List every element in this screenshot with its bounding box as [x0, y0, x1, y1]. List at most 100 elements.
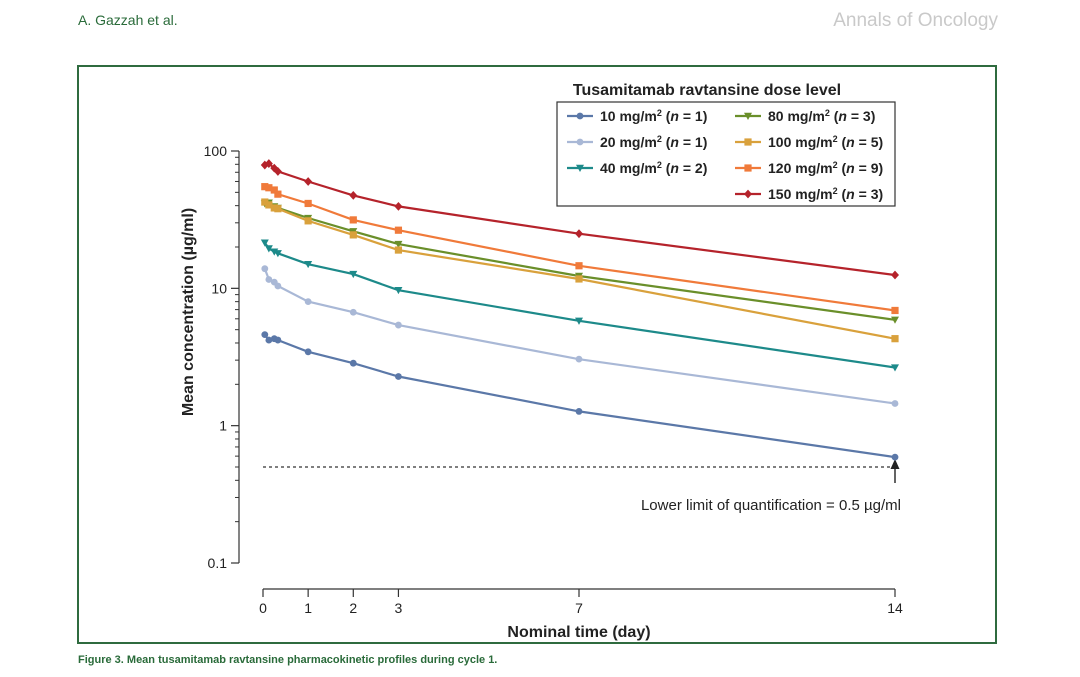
data-point	[891, 364, 899, 372]
legend-swatch-marker	[744, 112, 752, 120]
data-point	[575, 229, 583, 239]
data-point	[575, 355, 583, 363]
legend-label: 40 mg/m2 (n = 2)	[600, 160, 707, 176]
series-line	[264, 185, 896, 312]
data-point	[270, 204, 278, 212]
data-point	[575, 262, 583, 270]
data-point	[274, 282, 282, 290]
legend-item: 10 mg/m2 (n = 1)	[567, 108, 707, 124]
data-point	[274, 190, 282, 198]
data-point	[891, 335, 899, 343]
series-line	[263, 242, 896, 369]
y-axis-label: Mean concentration (µg/ml)	[180, 208, 197, 416]
series-group	[260, 159, 899, 461]
pk-chart: 0.1 1 10 100 0 1 2 3 7 14 Lower limit of quantifi…	[180, 82, 903, 641]
data-point	[265, 201, 273, 209]
x-tick-label: 2	[349, 600, 357, 616]
legend-label: 120 mg/m2 (n = 9)	[768, 160, 883, 176]
figure-caption: Figure 3. Mean tusamitamab ravtansine ph…	[78, 654, 497, 666]
data-point	[304, 177, 313, 186]
series-5	[261, 198, 899, 343]
data-point	[260, 160, 269, 170]
data-point	[891, 400, 899, 407]
y-tick-label: 10	[211, 280, 227, 296]
legend-label: 20 mg/m2 (n = 1)	[600, 134, 707, 150]
legend-swatch-marker	[576, 164, 584, 172]
data-point	[394, 226, 403, 234]
lloq-label: Lower limit of quantification = 0.5 µg/m…	[641, 497, 901, 514]
caption-text: Mean tusamitamab ravtansine pharmacokine…	[126, 654, 498, 666]
data-point	[891, 306, 899, 315]
data-point	[261, 331, 269, 339]
y-tick-label: 1	[219, 418, 227, 434]
y-tick-label: 0.1	[208, 555, 228, 571]
data-point	[304, 217, 312, 225]
series-1	[261, 331, 899, 461]
data-point	[264, 245, 273, 253]
data-point	[395, 373, 402, 380]
x-tick-label: 14	[887, 600, 903, 616]
data-point	[575, 408, 583, 415]
lloq-reference: Lower limit of quantification = 0.5 µg/m…	[263, 459, 901, 514]
data-point	[261, 183, 269, 191]
data-point	[304, 199, 312, 208]
x-tick-label: 7	[575, 600, 583, 616]
data-point	[349, 359, 357, 367]
axes: 0.1 1 10 100 0 1 2 3 7 14	[204, 143, 903, 616]
data-point	[264, 159, 273, 168]
legend-item: 150 mg/m2 (n = 3)	[735, 186, 883, 202]
data-point	[891, 316, 899, 324]
data-point	[891, 270, 899, 280]
header-author: A. Gazzah et al.	[78, 12, 178, 28]
header-journal: Annals of Oncology	[833, 10, 998, 31]
legend: Tusamitamab ravtansine dose level 10 mg/m…	[556, 82, 896, 207]
data-point	[349, 308, 357, 316]
data-point	[304, 298, 312, 306]
legend-swatch-marker	[744, 164, 752, 172]
data-point	[575, 317, 583, 325]
data-point	[395, 321, 402, 329]
data-point	[273, 250, 282, 258]
data-point	[261, 265, 269, 273]
legend-label: 100 mg/m2 (n = 5)	[768, 134, 883, 150]
series-line	[264, 162, 896, 277]
series-line	[263, 268, 896, 405]
legend-item: 100 mg/m2 (n = 5)	[735, 134, 883, 150]
data-point	[265, 276, 273, 283]
series-6	[261, 183, 899, 315]
data-point	[349, 191, 358, 200]
data-point	[349, 270, 358, 279]
legend-label: 10 mg/m2 (n = 1)	[600, 108, 707, 124]
data-point	[274, 205, 282, 213]
data-point	[349, 231, 357, 239]
x-tick-label: 1	[304, 600, 312, 616]
data-point	[575, 275, 583, 283]
data-point	[274, 336, 282, 344]
legend-box	[556, 101, 896, 207]
x-tick-label: 3	[395, 600, 403, 616]
data-point	[304, 348, 312, 356]
data-point	[394, 202, 403, 211]
legend-title: Tusamitamab ravtansine dose level	[573, 82, 841, 99]
legend-label: 80 mg/m2 (n = 3)	[768, 108, 875, 124]
legend-item: 20 mg/m2 (n = 1)	[567, 134, 707, 150]
legend-label: 150 mg/m2 (n = 3)	[768, 186, 883, 202]
caption-label: Figure 3.	[78, 654, 124, 666]
series-2	[261, 265, 899, 407]
y-tick-label: 100	[204, 143, 228, 159]
data-point	[265, 184, 273, 192]
data-point	[270, 186, 278, 194]
data-point	[394, 286, 403, 295]
legend-item: 80 mg/m2 (n = 3)	[735, 108, 875, 124]
legend-item: 120 mg/m2 (n = 9)	[735, 160, 883, 176]
figure-frame: 0.1 1 10 100 0 1 2 3 7 14 Lower limit of quantifi…	[77, 65, 997, 644]
x-axis-label: Nominal time (day)	[507, 624, 650, 641]
legend-item: 40 mg/m2 (n = 2)	[567, 160, 707, 176]
data-point	[304, 260, 313, 269]
data-point	[349, 216, 357, 224]
x-tick-label: 0	[259, 600, 267, 616]
data-point	[394, 240, 403, 249]
series-3	[260, 239, 899, 372]
data-point	[891, 453, 899, 461]
data-point	[261, 198, 269, 206]
